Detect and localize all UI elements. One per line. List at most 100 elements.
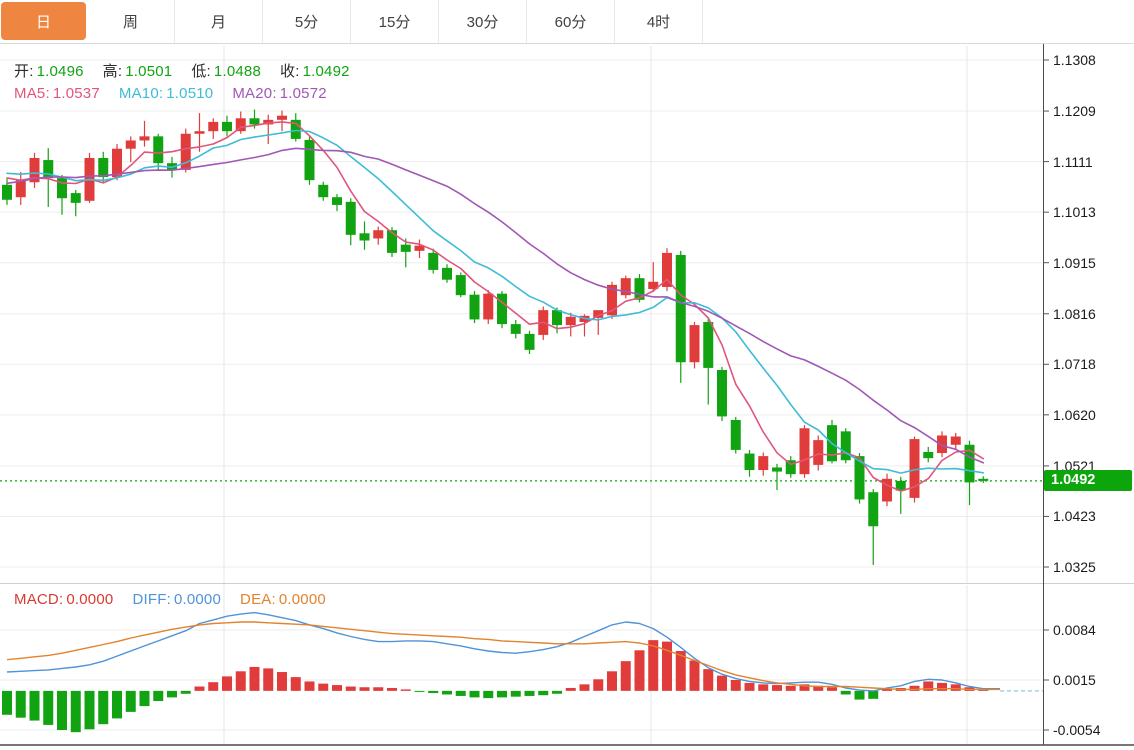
macd-bar [854, 690, 865, 700]
macd-pane[interactable] [0, 585, 1043, 744]
candle-body [744, 453, 755, 471]
candle-body [400, 244, 411, 252]
readout-item: 收: 1.0492 [280, 60, 350, 81]
tab-周[interactable]: 周 [87, 0, 175, 43]
ma20-line [6, 147, 985, 464]
price-axis-label: 1.0423 [1053, 508, 1096, 525]
candle-body [813, 440, 824, 465]
macd-axis-label: 0.0084 [1053, 622, 1096, 638]
candle-body [882, 478, 892, 502]
ma5-line [6, 121, 985, 492]
candle-body [675, 254, 686, 363]
readout-value: 1.0572 [279, 85, 327, 102]
candle-body [648, 281, 659, 290]
macd-bar [98, 690, 109, 725]
candle-body [373, 230, 384, 239]
tab-4时[interactable]: 4时 [615, 0, 703, 43]
candle-body [497, 293, 507, 325]
candle-body [235, 118, 246, 132]
tab-5分[interactable]: 5分 [263, 0, 351, 43]
macd-bar [634, 650, 645, 691]
macd-axis-label: -0.0054 [1053, 722, 1101, 738]
candle-body [249, 118, 260, 125]
candle-body [112, 148, 122, 178]
macd-bar [620, 661, 631, 691]
macd-bar [675, 651, 686, 691]
candle-body [428, 252, 439, 270]
macd-bar [758, 684, 769, 691]
candle-body [510, 324, 521, 334]
candle-body [15, 180, 26, 198]
dea-line [6, 621, 1000, 691]
candle-body [607, 284, 617, 316]
readout-item: DIFF: 0.0000 [132, 591, 221, 608]
candle-body [703, 322, 714, 368]
candle-body [222, 121, 232, 132]
candle-body [414, 245, 425, 251]
tab-日[interactable]: 日 [1, 2, 86, 40]
candle-body [2, 184, 12, 200]
ohlc-readout: 开: 1.0496 高: 1.0501 低: 1.0488 收: 1.0492 [14, 60, 369, 81]
price-axis-label: 1.0521 [1053, 457, 1096, 474]
price-axis-label: 1.0325 [1053, 559, 1096, 575]
macd-bar [730, 680, 741, 691]
price-axis-label: 1.1013 [1053, 204, 1096, 221]
macd-readout: MACD: 0.0000 DIFF: 0.0000 DEA: 0.0000 [14, 591, 345, 608]
candle-body [978, 478, 989, 481]
macd-bar [882, 688, 892, 691]
macd-bar [400, 689, 411, 691]
price-pane[interactable] [0, 46, 1043, 583]
candle-body [620, 278, 631, 296]
readout-label: DEA: [240, 591, 276, 608]
macd-bar [318, 683, 329, 691]
timeframe-tabbar: 日周月 5分 15分 30分 60分 4时 [0, 0, 1134, 44]
macd-bar [937, 682, 947, 691]
candle-body [937, 435, 947, 454]
macd-bar [84, 690, 95, 730]
macd-bar [703, 669, 714, 691]
readout-value: 0.0000 [173, 591, 222, 608]
candle-body [304, 139, 315, 181]
candle-body [442, 267, 452, 280]
tab-15分[interactable]: 15分 [351, 0, 439, 43]
macd-bar [717, 675, 727, 691]
tab-30分[interactable]: 30分 [439, 0, 527, 43]
candle-body [785, 460, 796, 475]
macd-bar [689, 660, 700, 691]
readout-value: 1.0492 [302, 63, 350, 80]
macd-bar [125, 690, 136, 712]
readout-label: 收: [280, 63, 300, 80]
macd-bar [373, 687, 384, 691]
macd-bar [648, 640, 659, 691]
readout-item: MA5: 1.0537 [14, 85, 100, 102]
candle-body [180, 133, 191, 170]
macd-bar [57, 690, 67, 730]
candle-body [868, 492, 879, 527]
macd-bar [785, 685, 796, 691]
macd-bar [112, 690, 122, 719]
readout-item: MA20: 1.0572 [232, 85, 326, 102]
macd-bar [455, 690, 466, 696]
candle-body [70, 193, 81, 203]
macd-bar [593, 679, 604, 691]
candle-body [455, 275, 466, 296]
macd-bar [552, 690, 562, 694]
macd-bar [909, 685, 920, 691]
price-axis-label: 1.1209 [1053, 103, 1096, 120]
readout-label: MA10: [118, 85, 164, 102]
readout-item: 低: 1.0488 [191, 60, 261, 81]
candle-body [345, 201, 356, 235]
candle-body [125, 140, 136, 149]
readout-value: 1.0537 [52, 85, 100, 102]
candle-body [662, 252, 672, 287]
tab-月[interactable]: 月 [175, 0, 263, 43]
candle-body [290, 119, 301, 139]
macd-bar [483, 690, 494, 699]
price-axis-label: 1.1111 [1053, 153, 1093, 170]
macd-bar [222, 676, 232, 691]
readout-label: 开: [14, 63, 34, 80]
tab-60分[interactable]: 60分 [527, 0, 615, 43]
readout-item: DEA: 0.0000 [240, 591, 326, 608]
